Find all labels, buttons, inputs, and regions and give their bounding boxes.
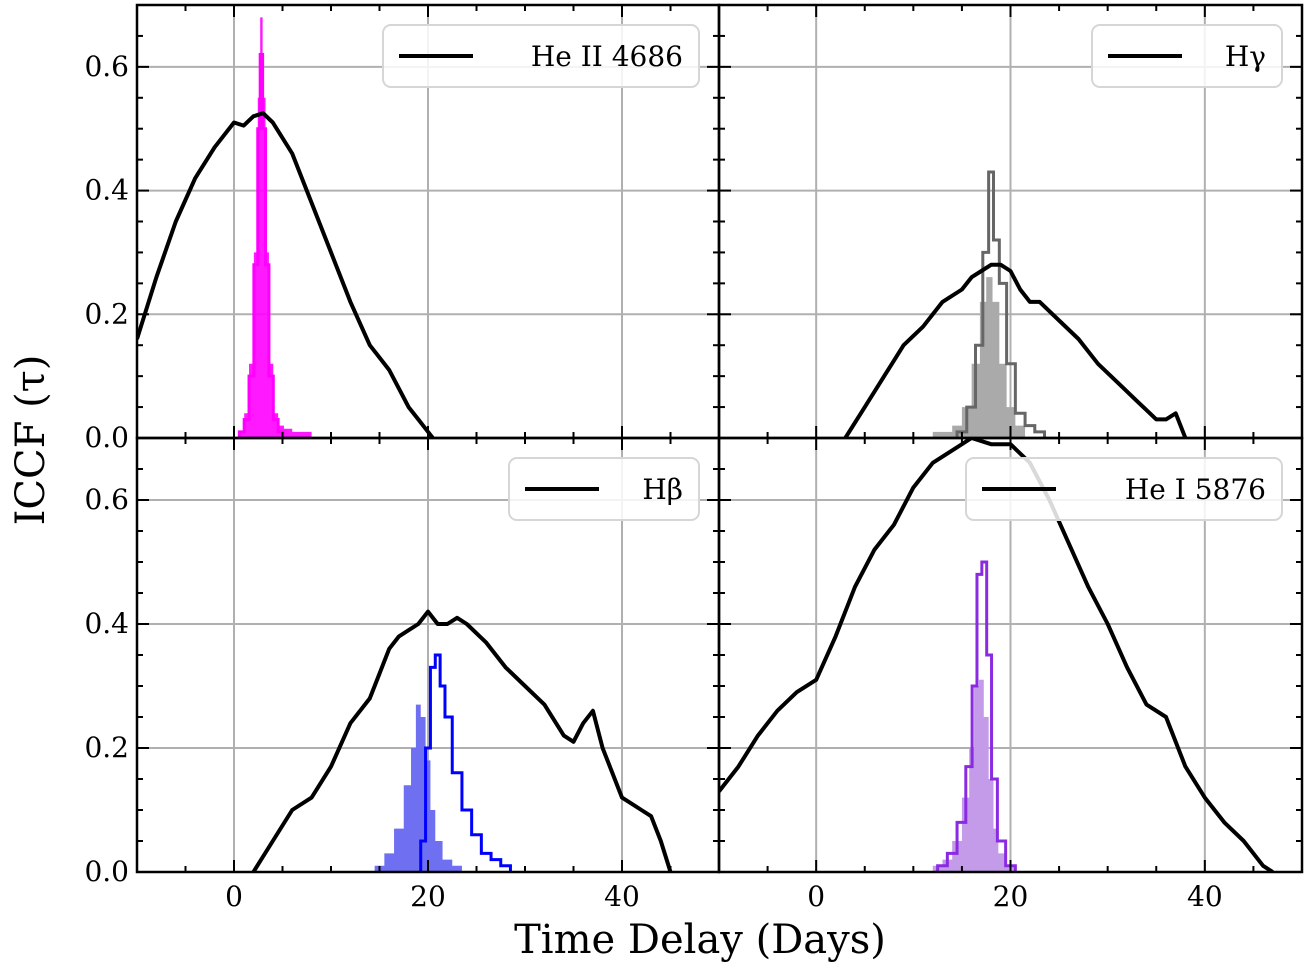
ccf-line	[719, 438, 1274, 872]
plot-area	[251, 609, 673, 872]
legend-box	[508, 457, 700, 521]
histogram-outline	[936, 560, 1017, 872]
histogram-filled	[932, 679, 1016, 872]
y-tick-label: 0.4	[84, 607, 129, 640]
y-tick-label: 0.0	[84, 855, 129, 888]
y-tick-label: 0.6	[84, 483, 129, 516]
legend-box	[382, 24, 700, 88]
ccf-line	[137, 111, 435, 438]
histogram-outline	[955, 170, 1047, 438]
legend-box	[1091, 24, 1283, 88]
panels: 0.0 0.2 0.4 0.6 He II 4686 Hγ 0.0 0.2 0.4 0.6 0 20 4…	[84, 3, 1304, 913]
histogram-filled	[239, 17, 312, 438]
x-axis-title: Time Delay (Days)	[514, 917, 886, 963]
legend-label: He II 4686	[531, 40, 683, 73]
panel-bottom-right: 0 20 40 He I 5876	[717, 436, 1304, 913]
panel-top-right: Hγ	[717, 3, 1304, 440]
histogram-outline	[237, 52, 285, 438]
x-tick-label: 40	[1187, 880, 1223, 913]
ccf-line	[843, 262, 1188, 438]
legend-label: Hγ	[1225, 40, 1266, 73]
y-tick-label: 0.2	[84, 731, 129, 764]
legend-label: Hβ	[642, 473, 683, 506]
ccf-line	[251, 609, 673, 872]
plot-area	[719, 438, 1274, 872]
y-tick-label: 0.4	[84, 174, 129, 207]
y-axis-title: ICCF (τ)	[8, 355, 54, 526]
x-tick-label: 40	[604, 880, 640, 913]
x-tick-label: 0	[225, 880, 243, 913]
histogram-filled	[932, 277, 1026, 438]
x-tick-label: 20	[993, 880, 1029, 913]
panel-top-left: 0.0 0.2 0.4 0.6 He II 4686	[84, 3, 721, 454]
y-tick-label: 0.2	[84, 297, 129, 330]
y-tick-label: 0.6	[84, 50, 129, 83]
y-tick-label: 0.0	[84, 421, 129, 454]
plot-area	[137, 17, 435, 438]
panel-bottom-left: 0.0 0.2 0.4 0.6 0 20 40 Hβ	[84, 436, 721, 913]
histogram-outline	[419, 653, 512, 872]
x-tick-label: 0	[807, 880, 825, 913]
histogram-filled	[374, 704, 462, 872]
legend-label: He I 5876	[1125, 473, 1266, 506]
plot-area	[843, 170, 1188, 438]
legend-box	[965, 457, 1283, 521]
x-tick-label: 20	[410, 880, 446, 913]
